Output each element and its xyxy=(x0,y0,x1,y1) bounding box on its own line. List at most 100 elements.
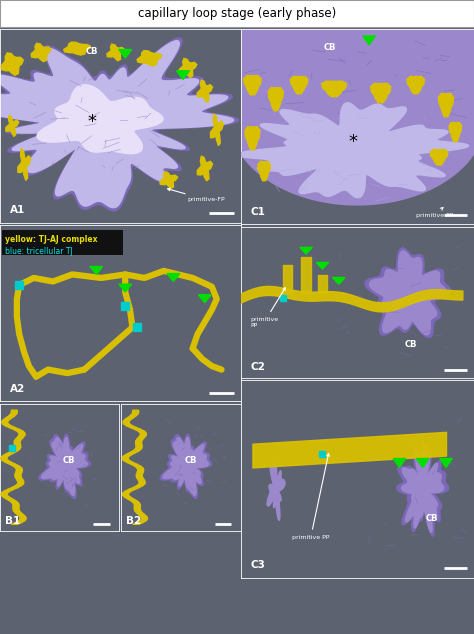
Polygon shape xyxy=(136,441,142,443)
Text: CB: CB xyxy=(405,340,417,349)
Polygon shape xyxy=(241,29,474,117)
Polygon shape xyxy=(122,458,129,460)
Text: A1: A1 xyxy=(9,205,25,215)
Polygon shape xyxy=(122,456,129,458)
Polygon shape xyxy=(128,488,139,489)
Polygon shape xyxy=(31,43,51,61)
Text: primitive
PP: primitive PP xyxy=(250,288,285,328)
Polygon shape xyxy=(18,515,26,517)
Polygon shape xyxy=(137,521,146,522)
Polygon shape xyxy=(19,434,25,436)
Polygon shape xyxy=(16,484,24,486)
Polygon shape xyxy=(136,447,142,449)
Polygon shape xyxy=(137,484,145,486)
Polygon shape xyxy=(131,501,139,503)
Text: CB: CB xyxy=(184,456,197,465)
Text: capillary loop stage (early phase): capillary loop stage (early phase) xyxy=(138,7,336,20)
Polygon shape xyxy=(7,488,18,489)
Polygon shape xyxy=(136,474,142,476)
Polygon shape xyxy=(133,486,143,488)
Polygon shape xyxy=(123,422,129,424)
Polygon shape xyxy=(18,482,24,484)
Polygon shape xyxy=(15,513,23,515)
Polygon shape xyxy=(363,36,375,45)
Polygon shape xyxy=(9,427,20,430)
Polygon shape xyxy=(0,456,8,458)
Polygon shape xyxy=(167,273,180,281)
Polygon shape xyxy=(129,451,139,453)
Polygon shape xyxy=(163,437,209,495)
Polygon shape xyxy=(397,443,448,536)
Polygon shape xyxy=(197,156,212,181)
Polygon shape xyxy=(138,480,145,482)
Polygon shape xyxy=(39,434,91,498)
Polygon shape xyxy=(5,425,15,427)
Polygon shape xyxy=(1,420,9,422)
Polygon shape xyxy=(19,519,27,521)
Polygon shape xyxy=(136,445,142,447)
Polygon shape xyxy=(430,150,448,165)
Polygon shape xyxy=(126,425,137,427)
Polygon shape xyxy=(124,418,133,420)
Polygon shape xyxy=(133,522,143,524)
Polygon shape xyxy=(137,472,143,474)
Polygon shape xyxy=(1,53,23,75)
Text: CB: CB xyxy=(63,456,75,465)
Polygon shape xyxy=(4,453,14,455)
Text: *: * xyxy=(87,113,96,131)
Polygon shape xyxy=(127,462,137,464)
Polygon shape xyxy=(130,414,138,416)
Text: C2: C2 xyxy=(250,362,265,372)
Polygon shape xyxy=(124,424,132,425)
Polygon shape xyxy=(245,127,260,150)
Polygon shape xyxy=(321,81,346,96)
Text: primitive PP: primitive PP xyxy=(292,453,329,540)
Polygon shape xyxy=(197,80,212,102)
Polygon shape xyxy=(449,122,462,142)
Polygon shape xyxy=(122,491,131,493)
Polygon shape xyxy=(15,472,22,474)
Polygon shape xyxy=(1,491,9,493)
Polygon shape xyxy=(258,162,270,181)
Polygon shape xyxy=(1,495,9,497)
Polygon shape xyxy=(14,430,23,432)
Polygon shape xyxy=(123,455,132,456)
Polygon shape xyxy=(1,493,7,495)
Polygon shape xyxy=(438,93,454,117)
Polygon shape xyxy=(137,470,144,472)
Polygon shape xyxy=(125,489,135,491)
Polygon shape xyxy=(6,416,15,418)
Polygon shape xyxy=(160,434,212,498)
Text: CB: CB xyxy=(323,43,336,52)
Text: C1: C1 xyxy=(250,207,265,217)
Text: CB: CB xyxy=(85,46,98,56)
Polygon shape xyxy=(0,38,238,211)
Polygon shape xyxy=(0,41,234,208)
Polygon shape xyxy=(268,87,283,111)
Polygon shape xyxy=(127,416,136,418)
Polygon shape xyxy=(16,469,22,470)
Text: B1: B1 xyxy=(5,515,20,526)
Polygon shape xyxy=(136,439,143,441)
Polygon shape xyxy=(10,464,19,466)
Polygon shape xyxy=(237,103,469,198)
Polygon shape xyxy=(6,462,16,464)
Polygon shape xyxy=(140,519,148,521)
Text: A2: A2 xyxy=(9,384,25,394)
Polygon shape xyxy=(37,85,163,153)
Polygon shape xyxy=(64,42,91,55)
Polygon shape xyxy=(13,509,19,511)
Polygon shape xyxy=(12,449,20,451)
Polygon shape xyxy=(137,437,145,439)
Polygon shape xyxy=(14,447,21,449)
Polygon shape xyxy=(229,29,474,205)
Polygon shape xyxy=(13,511,21,513)
Polygon shape xyxy=(11,522,22,524)
Polygon shape xyxy=(137,513,145,515)
Polygon shape xyxy=(11,410,18,412)
Polygon shape xyxy=(16,470,22,472)
Polygon shape xyxy=(19,517,27,519)
Polygon shape xyxy=(401,446,444,533)
Polygon shape xyxy=(123,420,130,422)
Polygon shape xyxy=(90,266,103,275)
